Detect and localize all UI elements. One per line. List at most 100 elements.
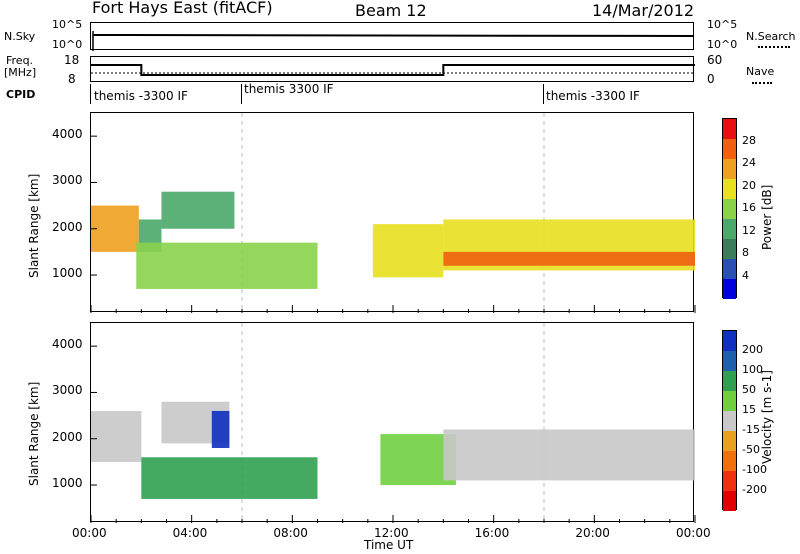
colorbar-swatch	[723, 239, 736, 259]
colorbar-swatch	[723, 471, 736, 491]
freq-tick-top: 18	[64, 53, 80, 67]
colorbar-swatch	[723, 159, 736, 179]
echo-region	[91, 205, 139, 252]
colorbar-swatch	[723, 351, 736, 371]
colorbar-tick-label: -200	[742, 483, 767, 496]
colorbar-swatch	[723, 431, 736, 451]
colorbar-swatch	[723, 139, 736, 159]
colorbar-swatch	[723, 259, 736, 279]
y-tick-label: 2000	[52, 429, 83, 444]
cpid-segment-1: themis -3300 IF	[94, 89, 188, 103]
colorbar-swatch	[723, 179, 736, 199]
colorbar-tick-label: 15	[742, 403, 756, 416]
cpid-divider	[90, 84, 91, 104]
velocity-colorbar	[722, 330, 737, 511]
x-tick-label: 00:00	[72, 526, 107, 540]
colorbar-tick-label: 200	[742, 343, 763, 356]
colorbar-tick-label: 100	[742, 363, 763, 376]
freq-trace	[91, 64, 695, 76]
colorbar-swatch	[723, 491, 736, 511]
velocity-heatmap	[90, 323, 696, 523]
colorbar-swatch	[723, 331, 736, 351]
colorbar-swatch	[723, 371, 736, 391]
cpid-strip: themis -3300 IF themis 3300 IF themis -3…	[90, 82, 694, 104]
power-ylabel: Slant Range [km]	[27, 173, 41, 278]
nave-tick-bottom: 0	[707, 72, 715, 86]
y-tick-label: 4000	[52, 337, 83, 352]
freq-unit-label: [MHz]	[4, 66, 37, 79]
y-tick-label: 3000	[52, 173, 83, 188]
x-tick-label: 08:00	[273, 526, 308, 540]
cpid-segment-2: themis 3300 IF	[244, 82, 334, 96]
nsearch-tick-bottom: 10^0	[707, 38, 738, 51]
nsearch-label: N.Search	[746, 30, 796, 43]
colorbar-swatch	[723, 199, 736, 219]
station-title: Fort Hays East (fitACF)	[92, 0, 273, 17]
colorbar-tick-label: 50	[742, 383, 756, 396]
colorbar-tick-label: -15	[742, 423, 760, 436]
nsky-tick-bottom: 10^0	[52, 38, 83, 51]
x-tick-label: 20:00	[575, 526, 610, 540]
echo-region	[91, 410, 142, 462]
colorbar-tick-label: 4	[742, 268, 749, 282]
cpid-divider	[543, 84, 544, 104]
y-tick-label: 4000	[52, 127, 83, 142]
echo-region	[372, 224, 444, 278]
velocity-panel	[90, 322, 696, 523]
cpid-segment-3: themis -3300 IF	[546, 89, 640, 103]
echo-region	[443, 251, 695, 266]
power-colorbar	[722, 118, 737, 299]
freq-label: Freq.	[6, 54, 34, 67]
x-tick-label: 16:00	[474, 526, 510, 540]
y-tick-label: 1000	[52, 476, 83, 491]
echo-region	[141, 457, 318, 499]
echo-region	[443, 429, 695, 481]
nave-label: Nave	[746, 65, 775, 78]
nsky-label: N.Sky	[4, 30, 36, 43]
colorbar-tick-label: 8	[742, 246, 749, 259]
nsky-tick-top: 10^5	[52, 18, 83, 31]
colorbar-tick-label: 16	[742, 201, 756, 214]
nsky-trace	[92, 31, 694, 51]
colorbar-swatch	[723, 451, 736, 471]
cpid-divider	[241, 84, 242, 104]
x-tick-label: 12:00	[374, 526, 409, 540]
power-panel	[90, 112, 696, 313]
y-tick-label: 1000	[52, 266, 83, 281]
beam-label: Beam 12	[355, 1, 427, 20]
nsearch-tick-top: 10^5	[707, 18, 738, 31]
y-tick-label: 3000	[52, 383, 83, 398]
colorbar-tick-label: 12	[742, 223, 756, 237]
echo-region	[380, 434, 456, 486]
power-heatmap	[90, 113, 696, 313]
echo-region	[161, 191, 235, 229]
nsearch-legend-line	[758, 46, 790, 48]
date-label: 14/Mar/2012	[592, 1, 695, 20]
colorbar-swatch	[723, 391, 736, 411]
colorbar-tick-label: 28	[742, 133, 756, 147]
x-tick-label: 00:00	[676, 526, 711, 540]
echo-region	[211, 410, 230, 448]
colorbar-swatch	[723, 119, 736, 139]
velocity-ylabel: Slant Range [km]	[27, 381, 41, 486]
colorbar-tick-label: -100	[742, 463, 767, 476]
freq-tick-bottom: 8	[68, 72, 76, 86]
x-tick-label: 04:00	[172, 526, 208, 540]
echo-region	[136, 242, 318, 289]
nave-tick-top: 60	[707, 53, 723, 67]
freq-step-line	[91, 64, 695, 76]
cpid-label: CPID	[6, 88, 36, 101]
velocity-colorbar-label: Velocity [m s-1]	[760, 370, 774, 464]
nsky-panel	[90, 22, 694, 51]
y-tick-label: 2000	[52, 219, 83, 234]
colorbar-tick-label: 24	[742, 156, 756, 169]
power-colorbar-label: Power [dB]	[760, 184, 774, 250]
nave-legend-line	[752, 82, 772, 84]
colorbar-tick-label: 20	[742, 178, 756, 192]
freq-panel	[90, 56, 695, 82]
x-axis-label: Time UT	[364, 538, 414, 552]
colorbar-tick-label: -50	[742, 443, 760, 456]
colorbar-swatch	[723, 219, 736, 239]
colorbar-swatch	[723, 411, 736, 431]
colorbar-swatch	[723, 279, 736, 299]
